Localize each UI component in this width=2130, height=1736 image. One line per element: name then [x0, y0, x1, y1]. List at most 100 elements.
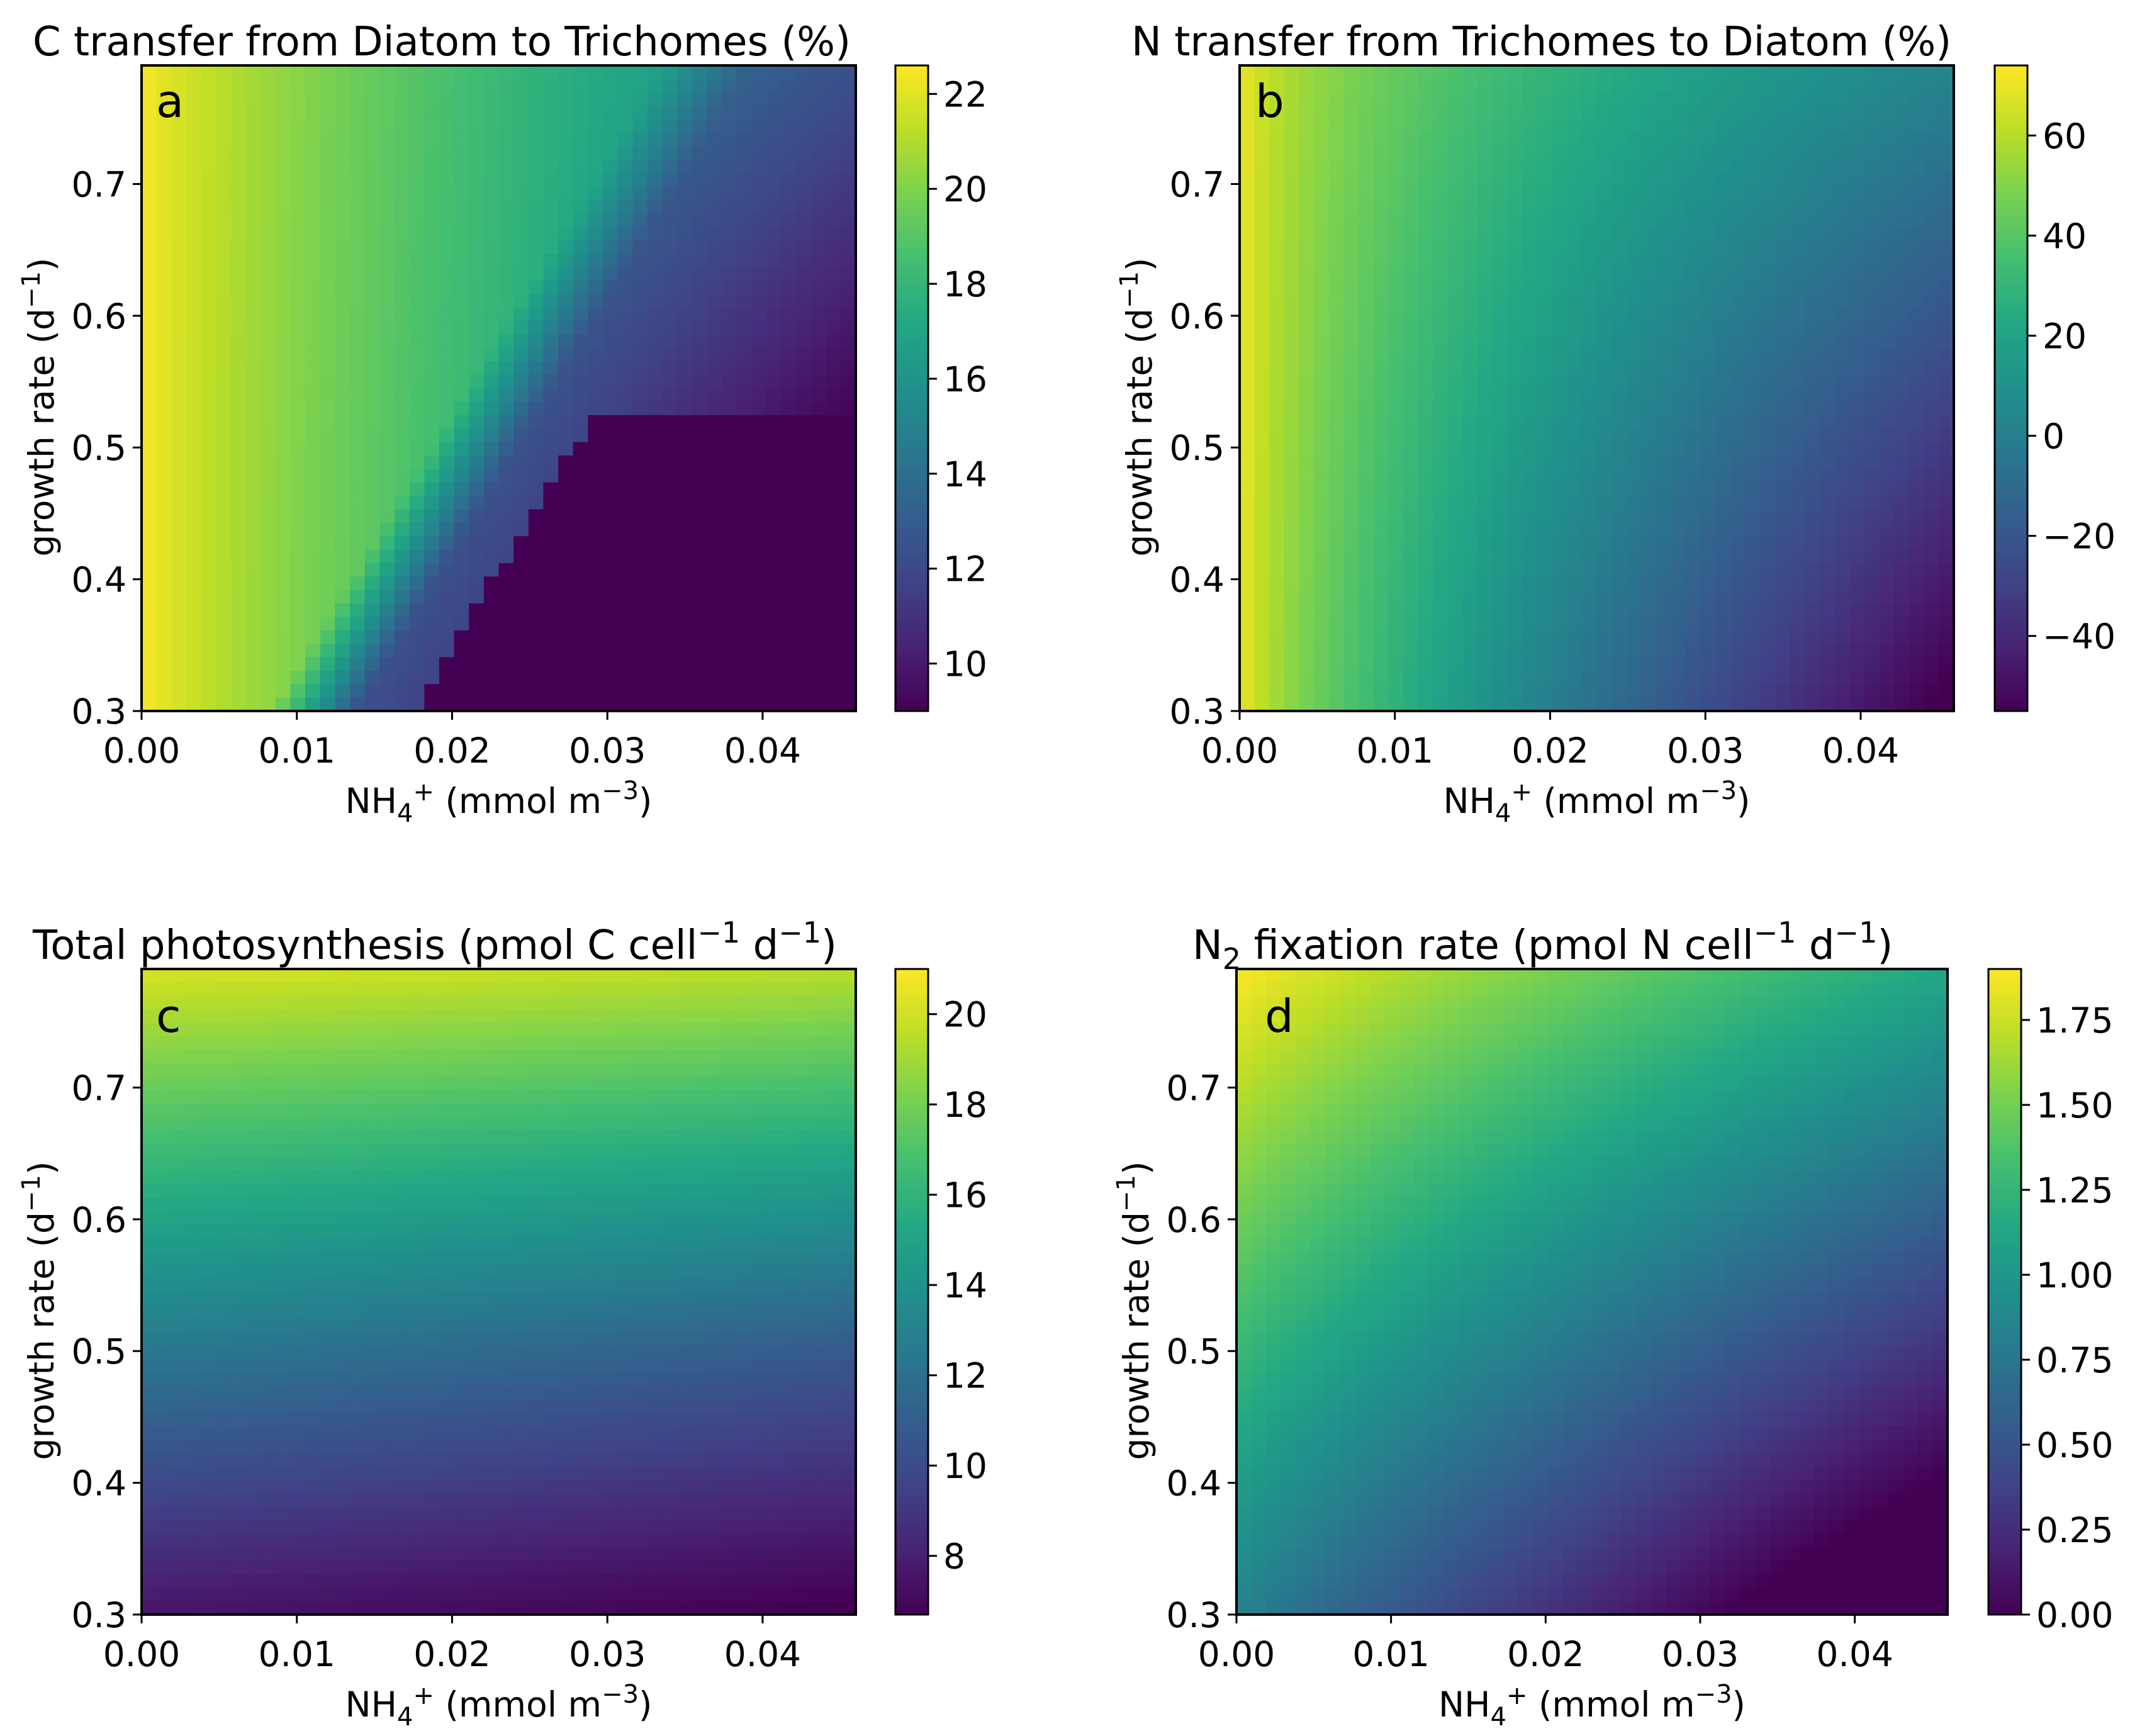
heatmap-cell [573, 65, 589, 80]
heatmap-cell [751, 227, 767, 241]
heatmap-cell [1864, 254, 1880, 268]
heatmap-cell [439, 227, 455, 241]
heatmap-cell [1612, 549, 1627, 564]
heatmap-cell [811, 388, 827, 403]
colorbar-step [895, 592, 928, 599]
heatmap-cell [1790, 563, 1806, 578]
heatmap-cell [1805, 563, 1820, 578]
heatmap-cell [573, 254, 589, 268]
heatmap-cell [142, 267, 157, 281]
heatmap-cell [707, 65, 722, 80]
heatmap-cell [201, 428, 217, 443]
heatmap-cell [1849, 388, 1865, 403]
heatmap-cell [1730, 159, 1746, 174]
y-tick-label: 0.5 [72, 428, 126, 468]
heatmap-cell [588, 361, 603, 376]
heatmap-cell [156, 684, 172, 698]
heatmap-cell [498, 281, 514, 295]
heatmap-cell [1522, 374, 1538, 389]
heatmap-cell [573, 428, 589, 443]
heatmap-cell [811, 173, 827, 188]
heatmap-cell [707, 307, 722, 322]
heatmap-cell [1537, 657, 1553, 671]
heatmap-cell [1240, 469, 1255, 483]
heatmap-cell [811, 442, 827, 456]
heatmap-cell [216, 617, 232, 631]
heatmap-cell [1849, 347, 1865, 362]
heatmap-cell [588, 321, 603, 335]
heatmap-cell [1745, 213, 1761, 228]
heatmap-cell [1359, 617, 1374, 631]
heatmap-cell [1343, 603, 1359, 618]
heatmap-cell [1581, 321, 1598, 335]
heatmap-cell [142, 1022, 157, 1037]
heatmap-cell [766, 590, 782, 604]
heatmap-cell [677, 347, 693, 362]
heatmap-cell [1359, 442, 1374, 456]
heatmap-cell [216, 549, 232, 564]
heatmap-cell [305, 697, 321, 712]
heatmap-cell [1462, 79, 1479, 93]
heatmap-cell [617, 79, 634, 93]
heatmap-cell [1805, 388, 1820, 403]
heatmap-cell [261, 617, 276, 631]
heatmap-cell [290, 590, 306, 604]
heatmap-cell [528, 294, 544, 308]
heatmap-cell [1240, 496, 1255, 510]
heatmap-cell [1626, 563, 1642, 578]
heatmap-cell [751, 442, 767, 456]
heatmap-cell [439, 401, 455, 416]
heatmap-cell [1760, 240, 1776, 255]
heatmap-cell [1537, 509, 1553, 524]
heatmap-cell [1775, 549, 1791, 564]
heatmap-cell [290, 509, 306, 524]
heatmap-cell [1492, 186, 1508, 201]
heatmap-cell [1254, 79, 1270, 93]
heatmap-cell [275, 630, 291, 644]
heatmap-cell [1567, 347, 1583, 362]
heatmap-cell [498, 119, 514, 133]
heatmap-cell [320, 132, 336, 147]
heatmap-cell [1745, 106, 1761, 120]
heatmap-cell [409, 684, 425, 698]
heatmap-cell [677, 469, 693, 483]
heatmap-cell [1477, 186, 1493, 201]
heatmap-cell [1284, 684, 1300, 698]
heatmap-cell [1820, 119, 1836, 133]
heatmap-cell [364, 482, 381, 496]
heatmap-cell [439, 415, 455, 429]
heatmap-cell [409, 347, 425, 362]
heatmap-cell [722, 428, 737, 443]
heatmap-cell [1477, 576, 1493, 591]
heatmap-cell [1343, 697, 1359, 712]
heatmap-cell [603, 509, 619, 524]
heatmap-cell [1909, 536, 1925, 551]
heatmap-cell [394, 509, 410, 524]
heatmap-cell [1745, 469, 1761, 483]
colorbar-step [895, 490, 928, 496]
heatmap-cell [454, 321, 470, 335]
heatmap-cell [692, 106, 708, 120]
heatmap-cell [558, 79, 574, 93]
heatmap-cell [1433, 199, 1449, 214]
heatmap-cell [483, 240, 500, 255]
heatmap-cell [201, 307, 217, 322]
heatmap-cell [751, 522, 767, 537]
heatmap-cell [603, 401, 619, 416]
heatmap-cell [1433, 281, 1449, 295]
heatmap-cell [1359, 146, 1374, 160]
heatmap-cell [1730, 361, 1746, 376]
heatmap-cell [335, 92, 350, 106]
heatmap-cell [1612, 644, 1627, 658]
heatmap-cell [781, 146, 797, 160]
heatmap-cell [186, 697, 202, 712]
heatmap-cell [617, 199, 634, 214]
heatmap-cell [1790, 536, 1806, 551]
heatmap-cell [1403, 240, 1419, 255]
heatmap-cell [1612, 79, 1627, 93]
heatmap-cell [201, 549, 217, 564]
heatmap-cell [1730, 106, 1746, 120]
heatmap-cell [1849, 240, 1865, 255]
heatmap-cell [335, 684, 350, 698]
heatmap-cell [201, 254, 217, 268]
